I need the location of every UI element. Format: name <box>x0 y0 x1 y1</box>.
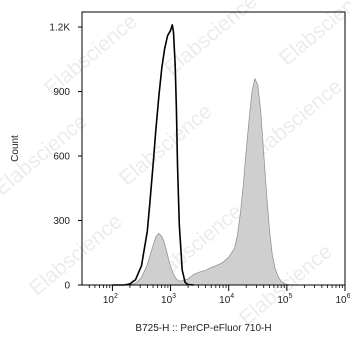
x-tick-label: 102 <box>103 293 118 306</box>
plot-frame <box>81 11 346 286</box>
y-tick-label: 600 <box>53 152 70 163</box>
x-axis-ticks: 102 103 104 105 106 <box>88 285 350 306</box>
watermark-text: Elabscience <box>275 0 350 70</box>
y-tick-label: 1.2K <box>49 23 70 34</box>
y-tick-label: 300 <box>53 216 70 227</box>
line-histogram-series <box>112 24 194 286</box>
y-axis-ticks: 0 300 600 900 1.2K <box>49 23 82 292</box>
y-tick-label: 900 <box>53 87 70 98</box>
x-tick-label: 106 <box>335 293 350 306</box>
filled-histogram-series <box>112 77 293 286</box>
series-layer <box>112 24 293 286</box>
x-tick-label: 105 <box>277 293 292 306</box>
y-tick-label: 0 <box>64 281 70 292</box>
watermark-text: Elabscience <box>25 210 127 300</box>
x-axis-label: B725-H :: PerCP-eFluor 710-H <box>135 323 271 334</box>
x-tick-label: 103 <box>161 293 176 306</box>
y-axis-label: Count <box>10 135 21 162</box>
x-tick-label: 104 <box>219 293 234 306</box>
watermark-text: Elabscience <box>115 100 217 190</box>
